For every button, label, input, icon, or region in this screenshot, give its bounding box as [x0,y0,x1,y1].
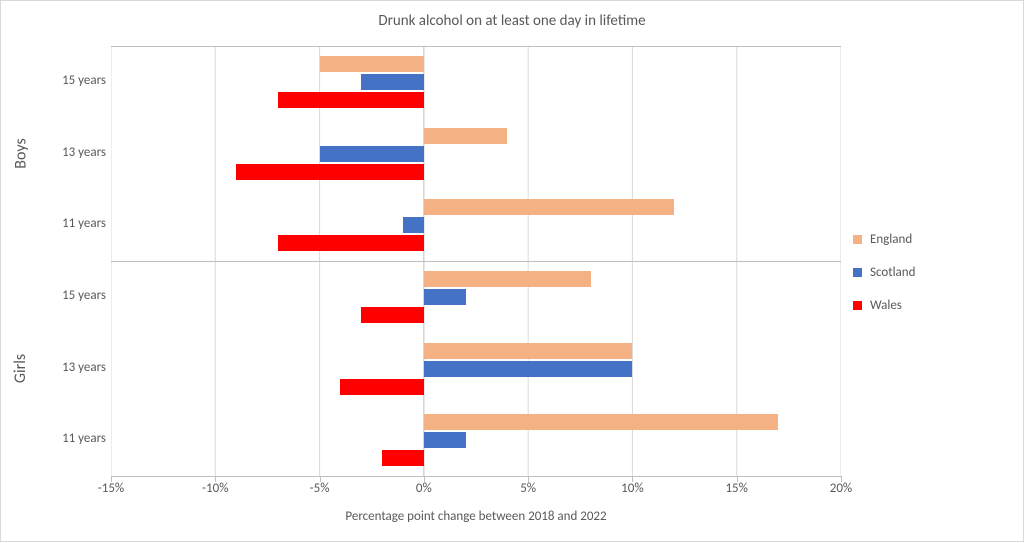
y-category-label: 13 years [46,360,106,375]
legend-swatch [853,301,862,310]
y-group-girls: Girls [11,261,31,476]
group-divider [111,46,841,47]
y-category-label: 11 years [46,216,106,231]
chart-container: Drunk alcohol on at least one day in lif… [0,0,1024,542]
x-tick-label: 0% [404,481,444,496]
legend-swatch [853,268,862,277]
bar-wales [382,450,424,466]
bar-england [424,128,507,144]
bar-england [320,56,424,72]
bar-scotland [403,217,424,233]
bar-wales [278,92,424,108]
x-tick-label: -15% [91,481,131,496]
bar-wales [361,307,424,323]
legend-label: Scotland [870,265,915,280]
chart-title-text: Drunk alcohol on at least one day in lif… [378,12,645,30]
x-tick-label: -10% [195,481,235,496]
x-tick-mark [632,476,633,482]
bar-scotland [424,432,466,448]
bar-england [424,271,591,287]
legend-item-england: England [853,232,1003,247]
x-axis-label-text: Percentage point change between 2018 and… [345,509,606,524]
y-category-label: 11 years [46,431,106,446]
x-tick-mark [528,476,529,482]
legend-swatch [853,235,862,244]
bar-scotland [320,146,424,162]
x-axis-label: Percentage point change between 2018 and… [111,506,841,525]
bar-england [424,343,633,359]
bar-england [424,199,674,215]
y-group-boys: Boys [11,46,31,261]
bar-wales [236,164,424,180]
x-tick-mark [215,476,216,482]
y-category-label: 15 years [46,73,106,88]
legend-item-wales: Wales [853,298,1003,313]
legend-label: Wales [870,298,902,313]
x-tick-label: 15% [717,481,757,496]
bar-scotland [424,361,633,377]
bar-scotland [424,289,466,305]
y-category-label: 15 years [46,288,106,303]
x-tick-label: 5% [508,481,548,496]
y-group-label: Girls [12,354,31,383]
bar-wales [340,379,423,395]
bar-wales [278,235,424,251]
x-tick-mark [737,476,738,482]
y-group-label: Boys [12,138,31,168]
y-category-label: 13 years [46,145,106,160]
legend-label: England [870,232,912,247]
group-divider [111,261,841,262]
x-tick-mark [111,476,112,482]
x-tick-mark [424,476,425,482]
x-tick-mark [320,476,321,482]
x-tick-label: 10% [612,481,652,496]
x-tick-mark [841,476,842,482]
legend-item-scotland: Scotland [853,265,1003,280]
x-tick-label: -5% [300,481,340,496]
bar-england [424,414,779,430]
legend: England Scotland Wales [853,1,1003,543]
bar-scotland [361,74,424,90]
